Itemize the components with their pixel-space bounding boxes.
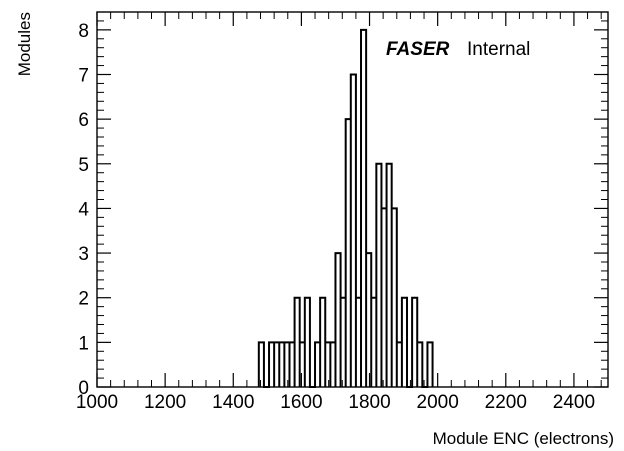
y-tick-label: 0	[78, 378, 89, 399]
x-tick-label: 1600	[280, 392, 322, 413]
x-tick-label: 1000	[76, 392, 118, 413]
x-tick-label: 1400	[212, 392, 254, 413]
brand-label: FASER	[386, 39, 450, 60]
x-tick-label: 1200	[144, 392, 186, 413]
y-axis-ticks: 0 1 2 3 4 5 6 7 8	[78, 20, 608, 399]
y-tick-label: 8	[78, 21, 89, 42]
x-tick-label: 2200	[485, 392, 527, 413]
x-axis-ticks: 1000 1200 1400 1600 1800 2000 2200 2400	[76, 12, 602, 413]
x-tick-label: 2400	[553, 392, 595, 413]
y-tick-label: 6	[78, 110, 89, 131]
x-axis-title: Module ENC (electrons)	[433, 429, 614, 448]
y-tick-label: 1	[78, 333, 89, 354]
histogram-outline	[257, 28, 434, 388]
x-tick-label: 2000	[417, 392, 459, 413]
y-tick-label: 2	[78, 289, 89, 310]
y-axis-title: Modules	[15, 12, 34, 76]
y-tick-label: 3	[78, 244, 89, 265]
y-tick-label: 4	[78, 199, 89, 220]
x-tick-label: 1800	[348, 392, 390, 413]
y-tick-label: 7	[78, 66, 89, 87]
plot-frame	[96, 11, 609, 388]
y-tick-label: 5	[78, 155, 89, 176]
internal-label: Internal	[467, 39, 530, 60]
